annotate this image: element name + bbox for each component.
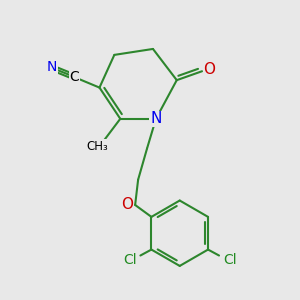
Text: CH₃: CH₃ bbox=[86, 140, 108, 153]
Text: O: O bbox=[121, 197, 133, 212]
Text: Cl: Cl bbox=[223, 253, 236, 267]
Text: N: N bbox=[47, 60, 57, 74]
Text: N: N bbox=[150, 111, 162, 126]
Text: C: C bbox=[70, 70, 80, 84]
Text: Cl: Cl bbox=[123, 253, 136, 267]
Text: O: O bbox=[203, 62, 215, 77]
